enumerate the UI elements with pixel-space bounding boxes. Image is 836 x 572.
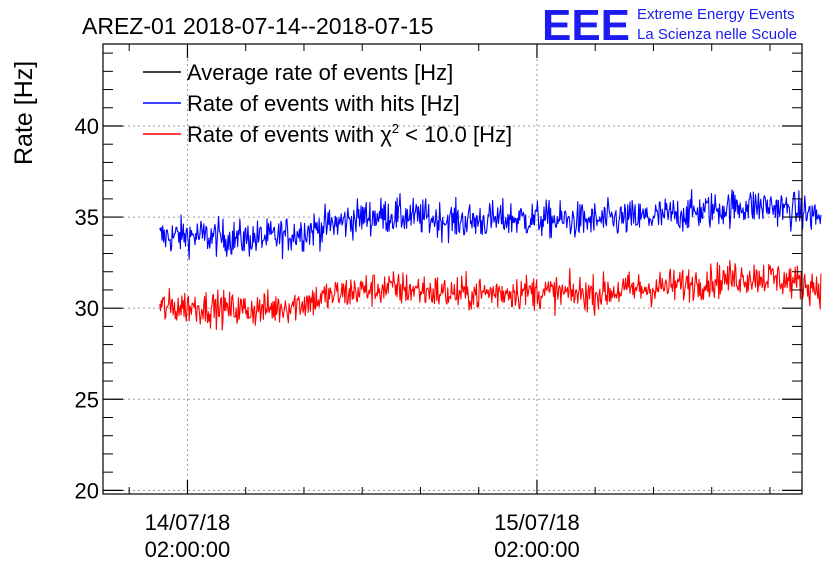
legend-label-hits: Rate of events with hits [Hz]	[187, 91, 460, 116]
series-line-1	[159, 189, 822, 260]
legend: Average rate of events [Hz] Rate of even…	[143, 60, 512, 147]
legend-label-average: Average rate of events [Hz]	[187, 60, 453, 85]
series-line-2	[159, 259, 822, 331]
logo-line-1: Extreme Energy Events	[637, 6, 795, 23]
y-tick-label: 35	[75, 205, 99, 230]
series-layer	[159, 189, 822, 331]
eee-logo-mark: EEE	[542, 1, 630, 50]
logo-line-2: La Scienza nelle Scuole	[637, 26, 797, 43]
x-tick-time-label: 02:00:00	[494, 537, 580, 562]
y-axis-label: Rate [Hz]	[10, 61, 38, 165]
x-tick-time-label: 02:00:00	[145, 537, 231, 562]
x-tick-date-label: 14/07/18	[145, 510, 231, 535]
eee-logo: EEE Extreme Energy Events La Scienza nel…	[542, 1, 797, 50]
y-tick-label: 20	[75, 478, 99, 503]
x-tick-date-label: 15/07/18	[494, 510, 580, 535]
y-tick-label: 40	[75, 114, 99, 139]
y-tick-labels: 20 25 30 35 40	[75, 114, 99, 503]
y-tick-label: 25	[75, 387, 99, 412]
axis-ticks	[103, 44, 802, 494]
y-tick-label: 30	[75, 296, 99, 321]
legend-label-chi2: Rate of events with χ2 < 10.0 [Hz]	[187, 121, 512, 147]
chart-title: AREZ-01 2018-07-14--2018-07-15	[82, 13, 434, 39]
plot-frame	[102, 43, 803, 495]
